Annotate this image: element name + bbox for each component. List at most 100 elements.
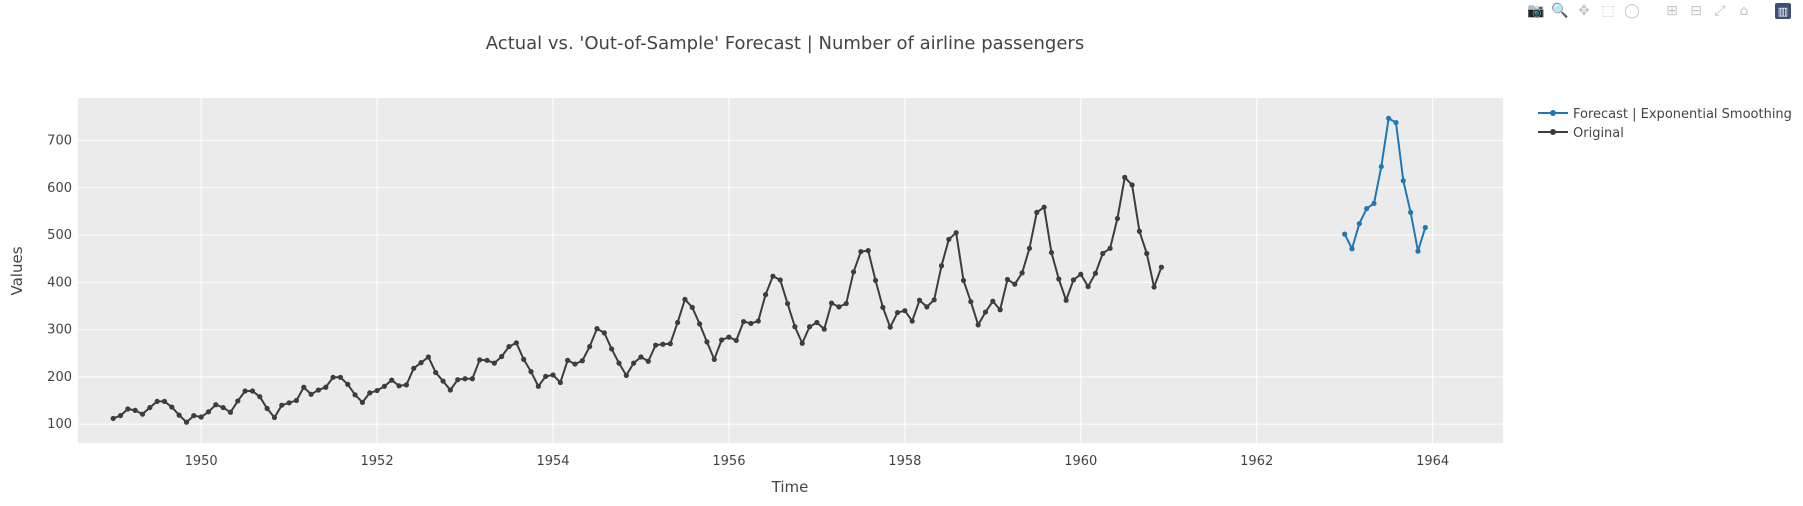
zoom-out-icon[interactable]: ⊟ [1690, 3, 1702, 19]
data-point-original[interactable] [345, 381, 351, 387]
data-point-original[interactable] [242, 388, 248, 394]
data-point-original[interactable] [938, 263, 945, 269]
data-point-original[interactable] [821, 326, 827, 332]
data-point-original[interactable] [733, 337, 739, 344]
pan-icon[interactable]: ✥ [1578, 3, 1590, 19]
data-point-original[interactable] [411, 365, 417, 371]
data-point-original[interactable] [506, 343, 512, 350]
data-point-forecast-exponential-smoothing[interactable] [1349, 246, 1355, 252]
data-point-original[interactable] [748, 320, 754, 327]
data-point-original[interactable] [117, 412, 124, 419]
data-point-original[interactable] [323, 384, 329, 390]
data-point-original[interactable] [330, 374, 336, 380]
data-point-original[interactable] [718, 337, 725, 343]
data-point-forecast-exponential-smoothing[interactable] [1386, 115, 1392, 121]
data-point-forecast-exponential-smoothing[interactable] [1356, 221, 1362, 227]
data-point-original[interactable] [1085, 283, 1091, 290]
data-point-original[interactable] [147, 404, 153, 411]
data-point-original[interactable] [491, 360, 497, 366]
data-point-original[interactable] [887, 324, 893, 330]
data-point-original[interactable] [139, 411, 146, 417]
data-point-original[interactable] [337, 374, 344, 380]
data-point-original[interactable] [616, 360, 622, 366]
data-point-original[interactable] [953, 230, 959, 236]
data-point-original[interactable] [110, 415, 116, 422]
data-point-original[interactable] [513, 340, 519, 346]
data-point-original[interactable] [220, 404, 226, 411]
data-point-original[interactable] [806, 324, 813, 330]
data-point-original[interactable] [528, 369, 534, 375]
data-point-original[interactable] [828, 300, 835, 306]
data-point-original[interactable] [279, 402, 285, 408]
data-point-original[interactable] [249, 388, 256, 394]
data-point-forecast-exponential-smoothing[interactable] [1408, 209, 1414, 215]
data-point-original[interactable] [535, 383, 541, 389]
data-point-original[interactable] [257, 394, 263, 400]
data-point-original[interactable] [557, 379, 563, 386]
data-point-original[interactable] [667, 341, 673, 347]
plotly-logo-icon[interactable]: ▥ [1775, 3, 1791, 19]
legend[interactable]: Forecast | Exponential Smoothing Original [1538, 107, 1792, 141]
data-point-original[interactable] [352, 392, 358, 398]
data-point-original[interactable] [594, 326, 600, 332]
data-point-original[interactable] [227, 409, 234, 415]
data-point-original[interactable] [1026, 245, 1033, 251]
data-point-original[interactable] [1144, 250, 1150, 257]
data-point-original[interactable] [359, 399, 366, 405]
data-point-original[interactable] [1114, 215, 1121, 222]
data-point-original[interactable] [762, 292, 769, 298]
data-point-original[interactable] [1122, 174, 1128, 180]
data-point-original[interactable] [213, 402, 219, 408]
data-point-original[interactable] [477, 357, 483, 363]
data-point-original[interactable] [183, 419, 190, 425]
data-point-original[interactable] [1136, 228, 1143, 234]
data-point-original[interactable] [308, 391, 314, 397]
box-select-icon[interactable]: ⬚ [1601, 3, 1615, 19]
data-point-original[interactable] [990, 298, 996, 304]
data-point-original[interactable] [653, 342, 659, 348]
data-point-original[interactable] [565, 357, 571, 363]
series-line-forecast-exponential-smoothing[interactable] [1343, 117, 1427, 253]
data-point-original[interactable] [960, 277, 967, 284]
data-point-original[interactable] [469, 376, 475, 382]
data-point-forecast-exponential-smoothing[interactable] [1342, 231, 1348, 237]
data-point-original[interactable] [301, 384, 307, 390]
data-point-original[interactable] [931, 297, 937, 303]
data-point-original[interactable] [850, 269, 857, 275]
data-point-original[interactable] [1107, 245, 1113, 251]
data-point-original[interactable] [1004, 276, 1011, 283]
data-point-original[interactable] [1056, 276, 1062, 282]
data-point-original[interactable] [286, 400, 292, 406]
data-point-forecast-exponential-smoothing[interactable] [1371, 200, 1377, 206]
data-point-original[interactable] [946, 236, 952, 242]
data-point-original[interactable] [916, 297, 923, 303]
plot-area[interactable] [78, 98, 1503, 443]
data-point-original[interactable] [440, 378, 446, 384]
lasso-icon[interactable]: ◯ [1624, 3, 1640, 19]
data-point-original[interactable] [792, 324, 798, 330]
data-point-original[interactable] [660, 341, 666, 347]
data-point-original[interactable] [198, 414, 204, 420]
data-point-original[interactable] [1063, 297, 1069, 303]
zoom-icon[interactable]: 🔍 [1551, 3, 1569, 19]
data-point-original[interactable] [645, 358, 651, 364]
data-point-original[interactable] [880, 304, 886, 310]
data-point-original[interactable] [704, 339, 710, 345]
data-point-original[interactable] [191, 412, 197, 419]
data-point-original[interactable] [1151, 284, 1157, 290]
data-point-original[interactable] [1041, 204, 1047, 210]
data-point-original[interactable] [315, 387, 322, 393]
data-point-original[interactable] [447, 387, 453, 393]
data-point-original[interactable] [543, 373, 549, 379]
data-point-original[interactable] [455, 377, 461, 383]
data-point-original[interactable] [418, 360, 424, 366]
data-point-original[interactable] [1070, 277, 1077, 283]
data-point-original[interactable] [902, 308, 908, 314]
data-point-original[interactable] [425, 354, 431, 360]
data-point-original[interactable] [587, 343, 593, 350]
legend-item[interactable]: Original [1538, 126, 1624, 141]
data-point-original[interactable] [1129, 182, 1135, 188]
data-point-original[interactable] [205, 409, 212, 415]
data-point-original[interactable] [836, 304, 842, 310]
data-point-original[interactable] [1078, 271, 1084, 277]
